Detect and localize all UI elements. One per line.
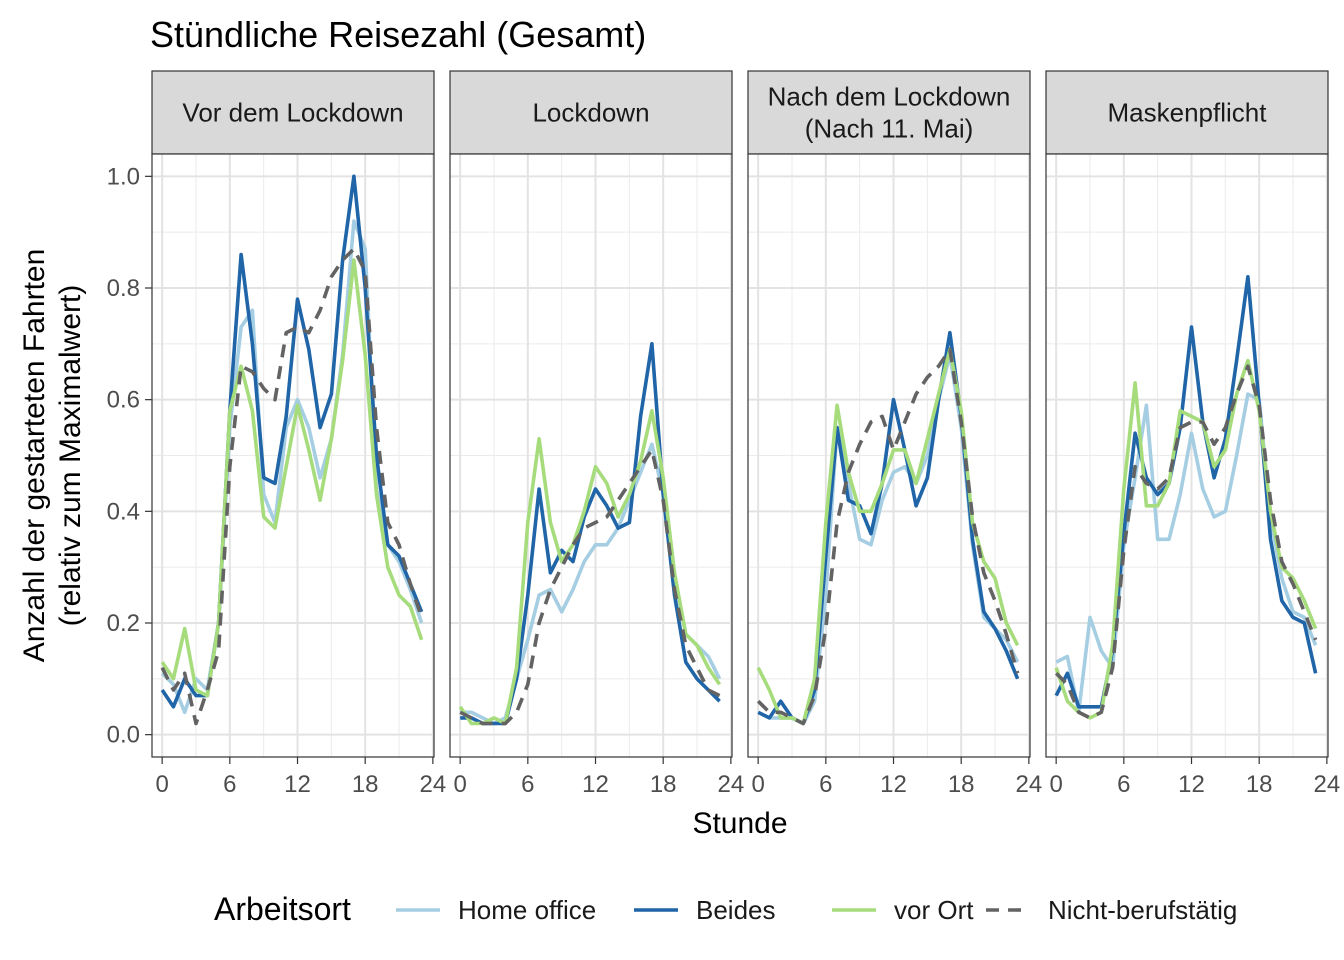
y-axis: 0.0 0.2 0.4 0.6 0.8 1.0 [107, 163, 152, 749]
facet-strip [151, 70, 435, 155]
series-line-nicht-berufstatig [756, 347, 1020, 726]
legend-label: Nicht-berufstätig [1048, 895, 1237, 925]
x-tick-label: 12 [284, 771, 311, 798]
facet-label: Nach dem Lockdown [768, 82, 1011, 112]
legend-label: Beides [696, 895, 776, 925]
x-tick-label: 12 [1178, 771, 1205, 798]
facet-label: Vor dem Lockdown [182, 98, 403, 128]
legend-label: Home office [458, 895, 596, 925]
facet-label: (Nach 11. Mai) [805, 114, 974, 144]
panel-border [449, 153, 733, 758]
facet-label: Lockdown [532, 98, 649, 128]
x-tick-label: 24 [718, 771, 745, 798]
x-axis-title: Stunde [692, 807, 787, 840]
y-axis-title-line: Anzahl der gestarteten Fahrten [18, 249, 51, 663]
chart-title: Stündliche Reisezahl (Gesamt) [150, 14, 646, 55]
x-tick-label: 6 [521, 771, 534, 798]
panel-border [151, 153, 435, 758]
x-tick-label: 0 [453, 771, 466, 798]
y-tick-label: 0.6 [107, 387, 140, 414]
panel-3: Nach dem Lockdown(Nach 11. Mai) 0 6 12 18 24 [747, 70, 1043, 798]
x-tick-label: 18 [352, 771, 379, 798]
series-line-nicht-berufstatig [1054, 364, 1318, 720]
series-line-vor-ort [160, 258, 424, 698]
facet-panels: Vor dem Lockdown 0 6 12 18 24 Lockdown 0 6 12 18 24… [151, 70, 1341, 798]
y-tick-label: 0.4 [107, 498, 140, 525]
y-tick-label: 1.0 [107, 163, 140, 190]
legend-title: Arbeitsort [214, 891, 351, 927]
x-tick-label: 24 [1016, 771, 1043, 798]
legend-item-vor-ort: vor Ort [832, 895, 974, 925]
panel-border [1045, 153, 1329, 758]
facet-strip [747, 70, 1031, 155]
y-axis-title-line: (relativ zum Maximalwert) [54, 285, 87, 627]
series-line-nicht-berufstatig [160, 247, 424, 726]
x-tick-label: 18 [650, 771, 677, 798]
series-line-nicht-berufstatig [459, 448, 721, 726]
x-tick-label: 0 [1049, 771, 1062, 798]
x-tick-label: 6 [819, 771, 832, 798]
x-tick-label: 6 [1117, 771, 1130, 798]
y-tick-label: 0.8 [107, 275, 140, 302]
panel-border [747, 153, 1031, 758]
x-tick-label: 12 [880, 771, 907, 798]
x-tick-label: 18 [948, 771, 975, 798]
x-tick-label: 24 [420, 771, 447, 798]
y-tick-label: 0.0 [107, 722, 140, 749]
legend: Arbeitsort Home office Beides vor Ort Nicht-… [214, 891, 1237, 927]
x-tick-label: 18 [1246, 771, 1273, 798]
panel-2: Lockdown 0 6 12 18 24 [449, 70, 745, 798]
y-axis-title: Anzahl der gestarteten Fahrten (relativ z… [18, 249, 87, 663]
legend-label: vor Ort [894, 895, 974, 925]
x-tick-label: 12 [582, 771, 609, 798]
legend-item-home-office: Home office [396, 895, 596, 925]
panel-4: Maskenpflicht 0 6 12 18 24 [1045, 70, 1341, 798]
x-tick-label: 0 [155, 771, 168, 798]
series-line-beides [1054, 274, 1318, 709]
legend-item-beides: Beides [634, 895, 776, 925]
legend-item-nicht-berufstatig: Nicht-berufstätig [986, 895, 1237, 925]
facet-strip [449, 70, 733, 155]
x-tick-label: 24 [1314, 771, 1341, 798]
x-tick-label: 0 [751, 771, 764, 798]
facet-label: Maskenpflicht [1108, 98, 1268, 128]
x-tick-label: 6 [223, 771, 236, 798]
y-tick-label: 0.2 [107, 610, 140, 637]
panel-1: Vor dem Lockdown 0 6 12 18 24 [151, 70, 447, 798]
